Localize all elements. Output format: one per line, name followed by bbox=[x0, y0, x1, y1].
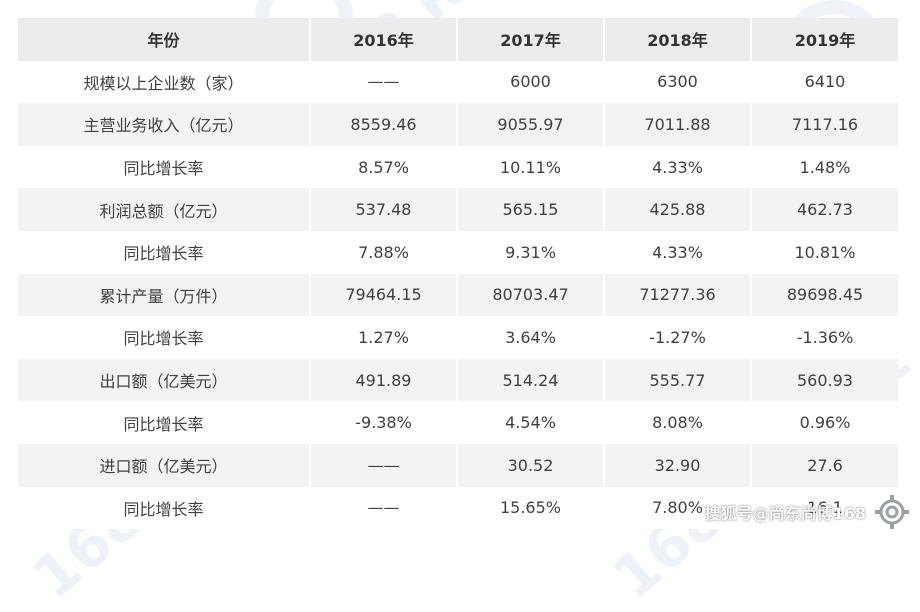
table-cell-metric: 同比增长率 bbox=[18, 230, 311, 274]
table-cell-2017: 10.11% bbox=[457, 145, 605, 189]
table-cell-2016: 7.88% bbox=[310, 230, 458, 274]
table-cell-2018: 6300 bbox=[604, 60, 752, 104]
table-row: 利润总额（亿元） 537.48 565.15 425.88 462.73 bbox=[18, 188, 898, 231]
table-cell-2017: 514.24 bbox=[457, 358, 605, 402]
data-table: 年份 2016年 2017年 2018年 2019年 规模以上企业数（家） —— 6… bbox=[18, 18, 898, 530]
table-cell-2017: 6000 bbox=[457, 60, 605, 104]
table-cell-2018: 7.80% bbox=[604, 486, 752, 530]
table-cell-2018: 32.90 bbox=[604, 443, 752, 487]
table-cell-2016: 8559.46 bbox=[310, 103, 458, 146]
table-row: 出口额（亿美元） 491.89 514.24 555.77 560.93 bbox=[18, 358, 898, 402]
table-cell-2018: 555.77 bbox=[604, 358, 752, 402]
table-row: 累计产量（万件） 79464.15 80703.47 71277.36 89698.45 bbox=[18, 273, 898, 317]
table-row: 规模以上企业数（家） —— 6000 6300 6410 bbox=[18, 60, 898, 104]
table-row: 同比增长率 8.57% 10.11% 4.33% 1.48% bbox=[18, 145, 898, 189]
table-cell-2019: 0.96% bbox=[799, 413, 851, 433]
table-cell-metric: 主营业务收入（亿元） bbox=[18, 103, 311, 146]
table-cell-metric: 同比增长率 bbox=[18, 316, 311, 359]
table-cell-2017: 9055.97 bbox=[457, 103, 605, 146]
table-cell-2017: 9.31% bbox=[457, 230, 605, 274]
table-cell-2016: —— bbox=[310, 443, 458, 487]
table-cell-2016: 537.48 bbox=[310, 188, 458, 231]
table-cell-2018: 425.88 bbox=[604, 188, 752, 231]
table-cell-2016: 8.57% bbox=[310, 145, 458, 189]
gear-icon bbox=[872, 492, 912, 532]
table-cell-2018: -1.27% bbox=[604, 316, 752, 359]
table-row: 同比增长率 —— 15.65% 7.80% 16.1 bbox=[18, 486, 898, 530]
header-cell-year: 年份 bbox=[18, 18, 311, 61]
table-cell-2017: 30.52 bbox=[457, 443, 605, 487]
table-cell-2018: 71277.36 bbox=[604, 273, 752, 317]
table-cell-metric: 累计产量（万件） bbox=[18, 273, 311, 317]
table-cell-2016: 1.27% bbox=[310, 316, 458, 359]
table-row: 同比增长率 7.88% 9.31% 4.33% 10.81% bbox=[18, 230, 898, 274]
table-cell-metric: 规模以上企业数（家） bbox=[18, 60, 311, 104]
table-header-row: 年份 2016年 2017年 2018年 2019年 bbox=[18, 18, 898, 61]
table-cell-metric: 同比增长率 bbox=[18, 145, 311, 189]
header-cell-2017: 2017年 bbox=[457, 18, 605, 61]
table-row: 主营业务收入（亿元） 8559.46 9055.97 7011.88 7117.16 bbox=[18, 103, 898, 146]
table-cell-2019: 6410 bbox=[804, 72, 846, 92]
table-row: 同比增长率 -9.38% 4.54% 8.08% 0.96% bbox=[18, 401, 898, 444]
table-cell-2019: 89698.45 bbox=[786, 285, 864, 305]
table-cell-2019: 10.81% bbox=[794, 242, 856, 262]
table-cell-2016: —— bbox=[310, 60, 458, 104]
header-cell-2019: 2019年 bbox=[794, 31, 856, 51]
table-cell-2019: 16.1 bbox=[807, 498, 843, 518]
table-cell-2017: 15.65% bbox=[457, 486, 605, 530]
header-cell-2018: 2018年 bbox=[604, 18, 752, 61]
table-cell-2019: -1.36% bbox=[796, 327, 854, 347]
table-cell-2019: 462.73 bbox=[797, 200, 853, 220]
table-cell-metric: 进口额（亿美元） bbox=[18, 443, 311, 487]
table-cell-2017: 3.64% bbox=[457, 316, 605, 359]
table-cell-2017: 565.15 bbox=[457, 188, 605, 231]
table-cell-2016: 491.89 bbox=[310, 358, 458, 402]
table-cell-2018: 7011.88 bbox=[604, 103, 752, 146]
table-cell-2017: 4.54% bbox=[457, 401, 605, 444]
table-cell-2017: 80703.47 bbox=[457, 273, 605, 317]
header-cell-2016: 2016年 bbox=[310, 18, 458, 61]
table-cell-metric: 同比增长率 bbox=[18, 401, 311, 444]
table-cell-2018: 4.33% bbox=[604, 230, 752, 274]
table-cell-metric: 同比增长率 bbox=[18, 486, 311, 530]
table-cell-metric: 利润总额（亿元） bbox=[18, 188, 311, 231]
footer-badge: 搜狐号@尚东尚博168 bbox=[705, 492, 912, 532]
table-cell-2018: 4.33% bbox=[604, 145, 752, 189]
table-row: 同比增长率 1.27% 3.64% -1.27% -1.36% bbox=[18, 316, 898, 359]
footer-source-text: 搜狐号@尚东尚博168 bbox=[704, 504, 866, 523]
table-cell-metric: 出口额（亿美元） bbox=[18, 358, 311, 402]
table-cell-2019: 560.93 bbox=[797, 370, 853, 390]
table-cell-2016: —— bbox=[310, 486, 458, 530]
table-cell-2019: 7117.16 bbox=[791, 114, 859, 134]
table-cell-2018: 8.08% bbox=[604, 401, 752, 444]
table-row: 进口额（亿美元） —— 30.52 32.90 27.6 bbox=[18, 443, 898, 487]
table-cell-2019: 1.48% bbox=[799, 157, 851, 177]
table-cell-2016: -9.38% bbox=[310, 401, 458, 444]
table-cell-2019: 27.6 bbox=[807, 455, 843, 475]
table-cell-2016: 79464.15 bbox=[310, 273, 458, 317]
data-table-container: 年份 2016年 2017年 2018年 2019年 规模以上企业数（家） —— 6… bbox=[18, 18, 898, 530]
